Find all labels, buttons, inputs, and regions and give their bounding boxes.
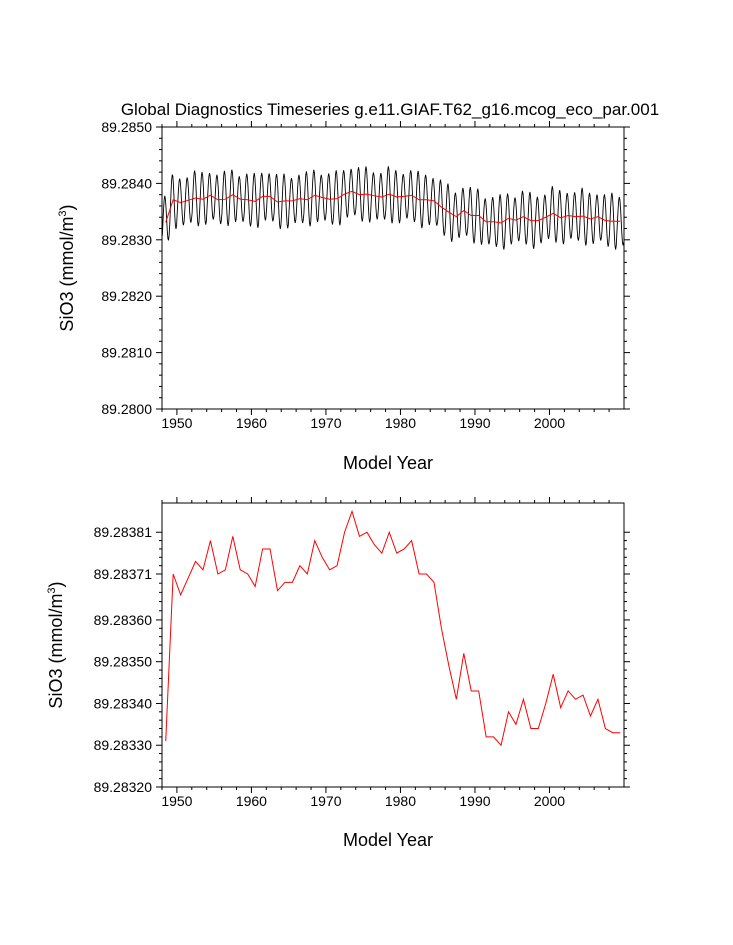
top-chart-panel: 1950 1960 1970 1980 1990 2000 89.2800 89…: [57, 119, 630, 473]
bottom-y-axis-label: SiO3 (mmol/m3): [46, 581, 66, 708]
top-y-tick-labels: 89.2800 89.2810 89.2820 89.2830 89.2840 …: [101, 119, 152, 417]
top-y-tick-label: 89.2810: [101, 345, 152, 361]
top-x-tick-label: 1990: [459, 415, 490, 431]
bottom-x-tick-label: 1970: [310, 793, 341, 809]
bottom-x-tick-label: 1960: [236, 793, 267, 809]
top-y-axis-label-main: SiO3 (mmol/m: [57, 217, 77, 332]
bottom-y-tick-label: 89.28320: [94, 779, 153, 795]
bottom-y-tick-label: 89.28340: [94, 695, 153, 711]
bottom-y-tick-label: 89.28330: [94, 737, 153, 753]
top-x-tick-label: 1960: [236, 415, 267, 431]
bottom-annual-mean-line: [165, 509, 621, 747]
top-monthly-series-line: [161, 166, 625, 250]
bottom-y-tick-label: 89.28360: [94, 612, 153, 628]
top-x-tick-label: 1970: [310, 415, 341, 431]
top-y-tick-label: 89.2800: [101, 401, 152, 417]
bottom-x-axis-label: Model Year: [343, 830, 433, 850]
top-plot-frame: [161, 126, 625, 410]
top-x-tick-label: 1950: [161, 415, 192, 431]
top-y-tick-label: 89.2820: [101, 288, 152, 304]
bottom-y-tick-label: 89.28350: [94, 654, 153, 670]
top-y-tick-label: 89.2850: [101, 119, 152, 135]
bottom-y-axis-label-main: SiO3 (mmol/m: [46, 594, 66, 709]
bottom-y-tick-label: 89.28371: [94, 566, 153, 582]
bottom-y-tick-labels: 89.28320 89.28330 89.28340 89.28350 89.2…: [94, 524, 153, 795]
top-tick-marks: [156, 121, 630, 415]
top-y-tick-label: 89.2830: [101, 232, 152, 248]
top-annual-mean-line: [165, 190, 621, 224]
bottom-x-tick-label: 1990: [459, 793, 490, 809]
top-x-tick-labels: 1950 1960 1970 1980 1990 2000: [161, 415, 565, 431]
top-y-tick-label: 89.2840: [101, 175, 152, 191]
bottom-x-tick-label: 2000: [534, 793, 565, 809]
bottom-y-tick-label: 89.28381: [94, 524, 153, 540]
bottom-x-tick-label: 1950: [161, 793, 192, 809]
bottom-y-axis-label-superscript: 3: [46, 587, 58, 593]
bottom-x-tick-label: 1980: [385, 793, 416, 809]
figure-title: Global Diagnostics Timeseries g.e11.GIAF…: [121, 100, 659, 119]
bottom-tick-marks: [156, 497, 630, 793]
top-y-axis-label-superscript: 3: [57, 210, 69, 216]
bottom-chart-panel: 1950 1960 1970 1980 1990 2000 89.28320 8…: [46, 497, 630, 850]
top-x-axis-label: Model Year: [343, 453, 433, 473]
top-y-axis-label-close: ): [57, 204, 77, 210]
bottom-x-tick-labels: 1950 1960 1970 1980 1990 2000: [161, 793, 565, 809]
top-y-axis-label: SiO3 (mmol/m3): [57, 204, 77, 331]
top-x-tick-label: 1980: [385, 415, 416, 431]
bottom-plot-frame: [161, 502, 625, 788]
top-x-tick-label: 2000: [534, 415, 565, 431]
bottom-y-axis-label-close: ): [46, 581, 66, 587]
